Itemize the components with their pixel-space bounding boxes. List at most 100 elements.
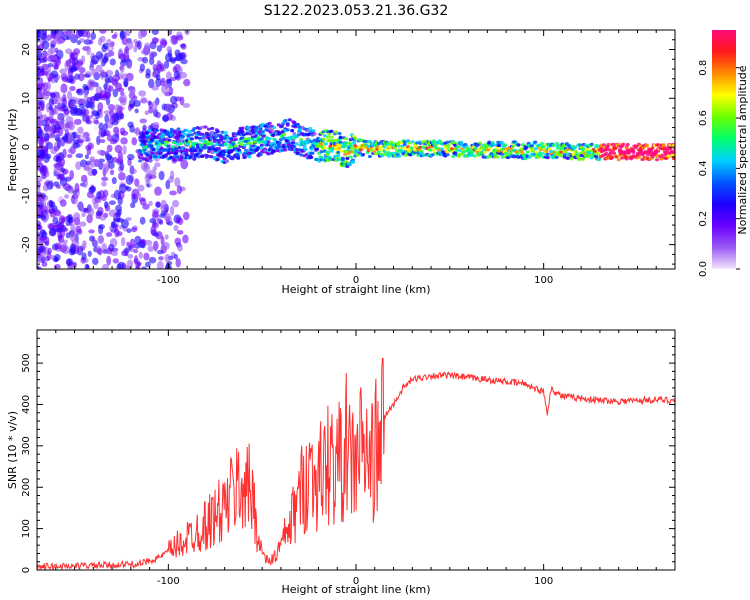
spectrogram-cell: [37, 176, 43, 183]
spectrogram-cell: [37, 150, 44, 155]
spectrogram-cell: [62, 239, 68, 244]
spectrogram-cell: [210, 150, 215, 154]
spectrogram-cell: [58, 215, 66, 224]
spectrogram-cell: [350, 160, 355, 164]
spectrogram-cell: [58, 106, 66, 112]
spectrogram-cell: [109, 109, 115, 118]
spectrogram-cell: [51, 30, 59, 36]
spectrogram-cell: [103, 201, 109, 209]
spectrogram-cell: [53, 64, 59, 70]
spectrogram-cell: [292, 120, 297, 125]
spectrogram-cell: [445, 153, 450, 157]
spectrogram-cell: [277, 140, 282, 145]
spectrogram-cell: [139, 216, 146, 225]
spectrogram-cell: [101, 243, 107, 252]
spectrogram-cell: [428, 148, 433, 152]
spectrogram-cell: [616, 158, 621, 162]
spectrogram-cell: [118, 183, 127, 194]
spectrogram-cell: [650, 146, 655, 150]
spectrogram-cell: [160, 80, 166, 86]
spectrogram-cell: [641, 146, 646, 150]
spectrogram-cell: [579, 153, 584, 158]
spectrogram-cell: [151, 147, 156, 152]
spectrogram-cell: [184, 151, 189, 155]
spectrogram-cell: [132, 100, 141, 107]
spectrogram-cell: [256, 146, 261, 150]
spectrogram-cell: [236, 156, 241, 160]
spectrogram-cell: [339, 149, 344, 153]
spectrogram-cell: [155, 128, 160, 132]
spectrogram-cell: [554, 155, 559, 159]
spectrogram-cell: [223, 142, 228, 146]
spectrogram-cell: [101, 44, 108, 53]
spectrogram-cell: [148, 256, 157, 264]
spectrogram-cell: [137, 184, 145, 192]
spectrogram-cell: [352, 139, 357, 143]
spectrogram-cell: [81, 55, 86, 64]
spectrogram-cell: [152, 166, 158, 172]
spectrogram-cell: [329, 129, 334, 133]
spectrogram-cell: [43, 205, 49, 214]
spectrogram-cell: [202, 146, 207, 150]
spectrogram-cell: [555, 146, 560, 150]
spectrogram-cell: [320, 156, 325, 160]
spectrogram-cell: [88, 235, 95, 242]
spectrogram-cell: [109, 58, 116, 66]
spectrogram-cell: [37, 73, 41, 78]
spectrogram-cell: [82, 108, 90, 116]
spectrogram-cell: [210, 126, 215, 131]
spectrogram-cell: [124, 46, 129, 54]
spectrogram-cell: [134, 41, 141, 48]
spectrogram-cell: [559, 150, 564, 154]
spectrogram-cell: [139, 198, 147, 206]
spectrogram-cell: [472, 154, 477, 158]
spectrogram-cell: [325, 153, 330, 157]
spectrogram-cell: [357, 151, 362, 155]
snr-panel: -100 0 100 0 100 200 300 400 500 Height of strai…: [6, 329, 676, 596]
spectrogram-cell: [126, 228, 132, 234]
spectrogram-cell: [66, 90, 73, 101]
spectrogram-cell: [146, 136, 151, 140]
spectrogram-cell: [663, 151, 668, 155]
spectrogram-cell: [183, 78, 191, 87]
spectrogram-cell: [344, 141, 349, 145]
spectrogram-cell: [211, 144, 216, 148]
spectrogram-cell: [84, 154, 89, 160]
spectrogram-cell: [194, 136, 199, 140]
spectrogram-cell: [238, 150, 243, 155]
figure-title: S122.2023.053.21.36.G32: [264, 3, 449, 19]
spectrogram-cell: [454, 148, 459, 153]
snr-y-axis-label: SNR (10 * v/v): [6, 411, 19, 489]
spectrogram-cell: [367, 140, 372, 144]
spectrogram-cell: [111, 34, 118, 40]
spectrogram-cell: [89, 185, 97, 193]
spectrogram-cell: [150, 225, 157, 236]
spectrogram-cell: [321, 137, 326, 141]
spectrogram-cell: [319, 150, 324, 154]
spectrogram-cell: [502, 143, 507, 147]
spectrogram-cell: [226, 135, 231, 140]
spectrogram-cell: [309, 155, 314, 159]
spectrogram-cell: [54, 107, 59, 115]
spectrogram-cell: [144, 110, 150, 116]
spectrogram-cell: [69, 52, 75, 58]
spectrogram-cell: [166, 46, 172, 53]
spectrogram-cell: [432, 148, 437, 152]
spectrogram-cell: [614, 155, 619, 159]
spectrogram-cell: [192, 126, 197, 131]
spectrogram-cell: [287, 118, 292, 122]
spectrogram-cell: [508, 151, 513, 155]
spectrogram-cell: [41, 256, 46, 264]
spectrogram-cell: [266, 152, 271, 156]
spectrogram-cell: [209, 141, 214, 146]
spectrogram-cell: [259, 137, 264, 141]
spectrogram-cell: [67, 153, 73, 159]
spectrogram-cell: [143, 252, 150, 261]
spectrogram-cell: [314, 147, 319, 151]
spectrogram-cell: [202, 136, 207, 140]
spectrogram-cell: [182, 234, 189, 244]
spectrogram-cell: [272, 125, 277, 130]
spectrogram-cell: [373, 152, 378, 156]
spectrogram-cell: [48, 106, 54, 111]
spectrogram-cell: [409, 146, 414, 150]
